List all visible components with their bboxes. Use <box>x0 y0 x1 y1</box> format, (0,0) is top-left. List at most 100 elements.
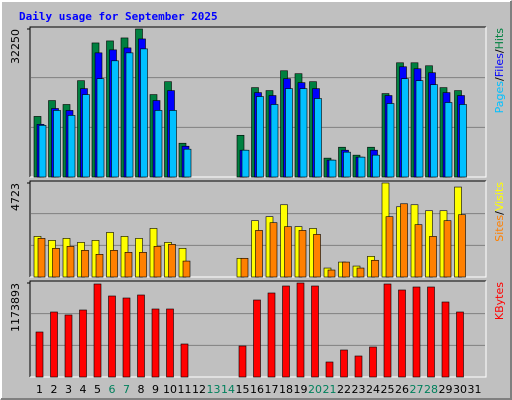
bar <box>93 283 102 378</box>
x-tick-label: 24 <box>366 383 380 396</box>
bar <box>314 98 322 178</box>
legend: KBytes <box>493 282 506 320</box>
bar <box>441 301 450 378</box>
bar <box>35 331 44 378</box>
bar <box>79 309 87 378</box>
bar <box>66 246 75 278</box>
x-tick-label: 25 <box>381 383 395 396</box>
bar <box>169 110 177 178</box>
bar <box>183 148 192 178</box>
panel-border-dark <box>29 26 486 177</box>
bar <box>111 60 119 178</box>
bar <box>253 299 261 378</box>
x-tick-label: 6 <box>109 383 116 396</box>
bar <box>64 314 73 378</box>
bar <box>282 285 290 378</box>
x-tick-label: 30 <box>453 383 467 396</box>
bar <box>356 267 365 278</box>
bar <box>269 222 278 278</box>
bar <box>357 156 366 178</box>
bar <box>37 238 46 278</box>
x-tick-label: 19 <box>294 383 308 396</box>
x-tick-label: 31 <box>468 383 482 396</box>
chart-title: Daily usage for September 2025 <box>19 10 218 23</box>
bar <box>67 115 76 178</box>
bar <box>166 308 174 378</box>
bar <box>298 230 307 278</box>
bar <box>458 214 466 278</box>
bar <box>412 286 421 378</box>
x-tick-label: 18 <box>279 383 293 396</box>
bar <box>398 289 406 378</box>
legend-entry: Sites <box>493 215 506 242</box>
bar <box>299 88 308 178</box>
x-tick-label: 14 <box>221 383 235 396</box>
bar <box>284 226 292 278</box>
bar <box>125 52 134 178</box>
bar <box>122 297 131 378</box>
x-tick-label: 29 <box>439 383 453 396</box>
bar <box>327 269 336 278</box>
x-tick-label: 27 <box>410 383 424 396</box>
x-tick-label: 5 <box>94 383 101 396</box>
bar <box>342 261 350 278</box>
legend-separator: / <box>493 77 506 81</box>
bar <box>386 103 395 178</box>
bar <box>444 102 453 178</box>
bar <box>180 343 189 378</box>
bar <box>96 78 105 178</box>
bar <box>414 224 423 278</box>
legend-separator: / <box>493 211 506 215</box>
legend-entry: Pages <box>493 81 506 114</box>
bar <box>369 346 377 378</box>
y-tick-label: 4723 <box>9 183 22 211</box>
bar <box>108 295 116 378</box>
bar <box>153 246 162 278</box>
legend: Pages/Files/Hits <box>493 28 506 114</box>
bar <box>168 244 176 278</box>
legend-entry: Hits <box>493 28 506 50</box>
x-tick-label: 28 <box>424 383 438 396</box>
x-tick-label: 17 <box>265 383 279 396</box>
y-tick-label: 32250 <box>9 29 22 64</box>
bar <box>255 230 263 278</box>
bar <box>401 78 409 178</box>
panel-border-dark <box>29 180 486 277</box>
x-tick-label: 7 <box>123 383 130 396</box>
bar <box>256 96 264 178</box>
y-tick-label: 1173893 <box>9 283 22 332</box>
bar <box>52 248 60 278</box>
legend-separator: / <box>493 49 506 53</box>
x-tick-label: 4 <box>80 383 87 396</box>
bar <box>343 151 351 178</box>
x-tick-label: 10 <box>163 383 177 396</box>
bar <box>328 159 337 178</box>
panel-border-dark <box>29 280 486 377</box>
bar <box>459 104 467 178</box>
bar <box>383 283 392 378</box>
x-tick-label: 26 <box>395 383 409 396</box>
bar <box>124 252 133 278</box>
x-tick-label: 3 <box>65 383 72 396</box>
x-tick-label: 20 <box>308 383 322 396</box>
x-tick-label: 13 <box>207 383 221 396</box>
bar <box>240 257 249 278</box>
x-tick-label: 22 <box>337 383 351 396</box>
bar <box>430 84 438 178</box>
x-tick-label: 1 <box>36 383 43 396</box>
bar <box>241 149 250 178</box>
bar <box>311 285 319 378</box>
bar <box>385 216 394 278</box>
x-tick-label: 8 <box>138 383 145 396</box>
bar <box>456 311 464 378</box>
x-tick-label: 15 <box>236 383 250 396</box>
bar <box>443 220 452 278</box>
bar <box>285 88 293 178</box>
bar <box>95 254 104 278</box>
x-tick-label: 9 <box>152 383 159 396</box>
bar <box>182 260 191 278</box>
legend-entry: Files <box>493 53 506 77</box>
